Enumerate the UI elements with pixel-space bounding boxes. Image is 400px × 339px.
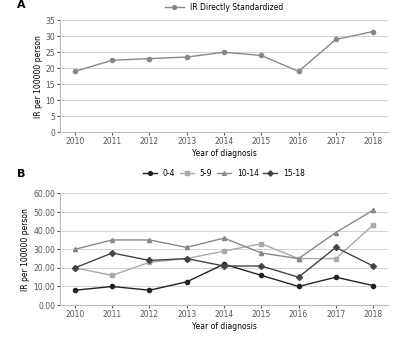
10-14 xyxy=(259,251,264,255)
15-18 xyxy=(371,264,376,268)
Legend: 0-4, 5-9, 10-14, 15-18: 0-4, 5-9, 10-14, 15-18 xyxy=(140,166,308,181)
Line: 10-14: 10-14 xyxy=(73,208,375,261)
Legend: IR Directly Standardized: IR Directly Standardized xyxy=(162,0,286,15)
0-4 xyxy=(296,284,301,288)
0-4 xyxy=(110,284,114,288)
5-9 xyxy=(222,249,226,253)
IR Directly Standardized xyxy=(334,37,338,41)
5-9 xyxy=(259,242,264,246)
5-9 xyxy=(72,266,77,270)
0-4 xyxy=(371,283,376,287)
15-18 xyxy=(147,258,152,262)
5-9 xyxy=(371,223,376,227)
10-14 xyxy=(222,236,226,240)
5-9 xyxy=(334,257,338,261)
0-4 xyxy=(147,288,152,292)
IR Directly Standardized xyxy=(259,54,264,58)
5-9 xyxy=(296,257,301,261)
15-18 xyxy=(72,266,77,270)
Text: A: A xyxy=(17,0,26,10)
X-axis label: Year of diagnosis: Year of diagnosis xyxy=(192,322,256,331)
Y-axis label: IR per 100000 person: IR per 100000 person xyxy=(22,208,30,291)
Line: 0-4: 0-4 xyxy=(73,262,375,292)
X-axis label: Year of diagnosis: Year of diagnosis xyxy=(192,148,256,158)
10-14 xyxy=(371,208,376,212)
0-4 xyxy=(259,273,264,277)
0-4 xyxy=(72,288,77,292)
15-18 xyxy=(296,275,301,279)
IR Directly Standardized xyxy=(184,55,189,59)
15-18 xyxy=(110,251,114,255)
10-14 xyxy=(110,238,114,242)
Line: 5-9: 5-9 xyxy=(73,223,375,277)
15-18 xyxy=(222,264,226,268)
5-9 xyxy=(147,260,152,264)
0-4 xyxy=(222,262,226,266)
Y-axis label: IR per 100000 person: IR per 100000 person xyxy=(34,35,43,118)
Line: IR Directly Standardized: IR Directly Standardized xyxy=(73,29,375,74)
15-18 xyxy=(334,245,338,250)
10-14 xyxy=(147,238,152,242)
10-14 xyxy=(72,247,77,251)
IR Directly Standardized xyxy=(72,69,77,74)
IR Directly Standardized xyxy=(110,58,114,62)
IR Directly Standardized xyxy=(147,57,152,61)
Text: B: B xyxy=(17,169,26,179)
IR Directly Standardized xyxy=(222,50,226,54)
IR Directly Standardized xyxy=(296,69,301,74)
10-14 xyxy=(296,257,301,261)
5-9 xyxy=(184,257,189,261)
15-18 xyxy=(259,264,264,268)
0-4 xyxy=(184,280,189,284)
5-9 xyxy=(110,273,114,277)
10-14 xyxy=(184,245,189,250)
IR Directly Standardized xyxy=(371,29,376,34)
10-14 xyxy=(334,231,338,235)
0-4 xyxy=(334,275,338,279)
15-18 xyxy=(184,257,189,261)
Line: 15-18: 15-18 xyxy=(73,245,375,279)
